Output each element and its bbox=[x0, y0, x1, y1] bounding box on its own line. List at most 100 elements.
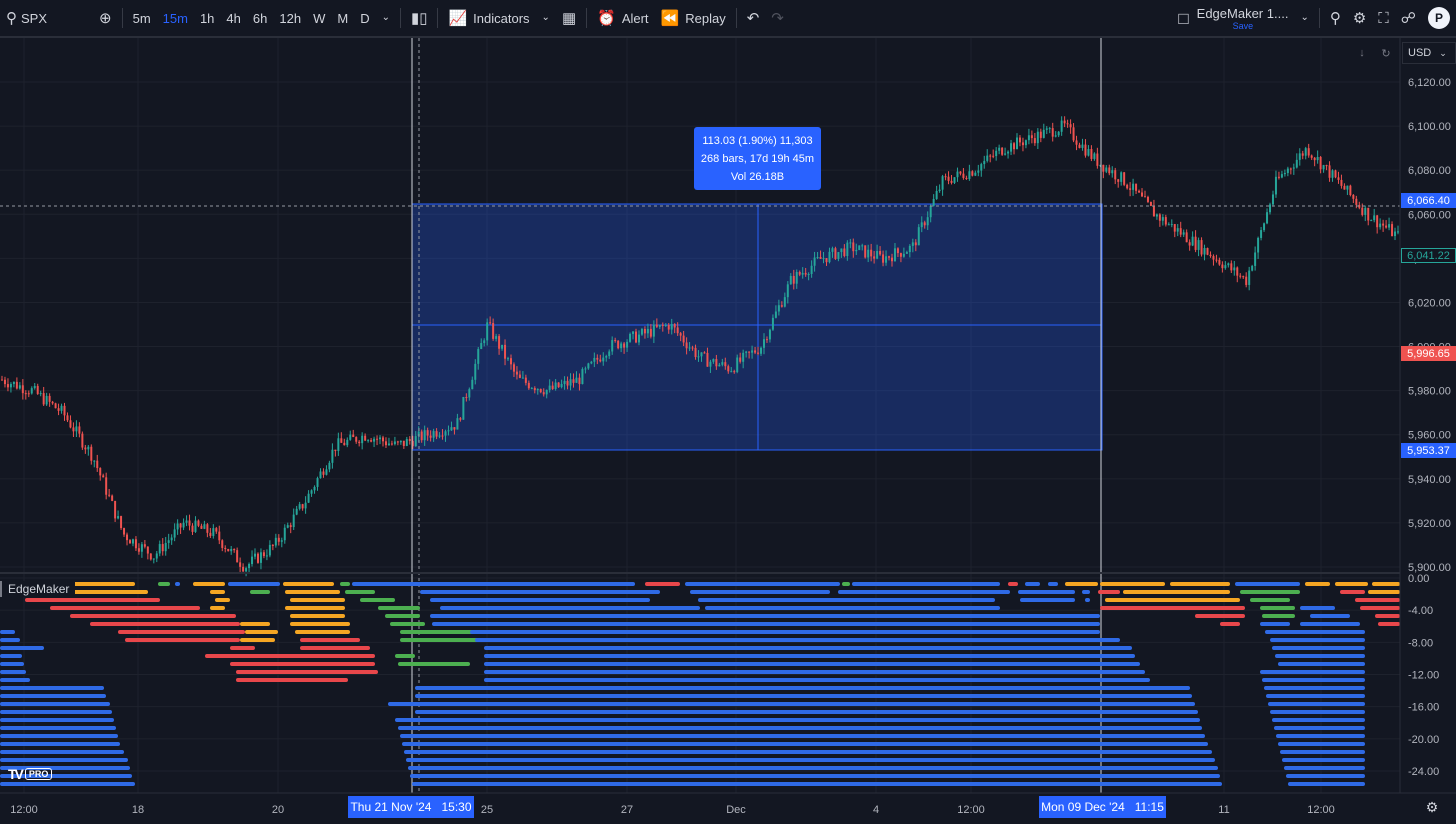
interval-dropdown[interactable]: ⌄ bbox=[376, 0, 396, 36]
interval-6h[interactable]: 6h bbox=[247, 0, 273, 36]
candle-body bbox=[893, 248, 896, 262]
candle-body bbox=[697, 356, 700, 358]
candle-body bbox=[563, 380, 566, 384]
candle-body bbox=[629, 333, 632, 342]
candle-body bbox=[774, 311, 777, 318]
candle-body bbox=[983, 160, 986, 165]
measure-range-box[interactable] bbox=[411, 203, 1103, 451]
settings-button[interactable]: ⚙ bbox=[1347, 0, 1372, 36]
indicator-bar bbox=[158, 582, 170, 586]
scroll-down-button[interactable]: ↓ bbox=[1352, 44, 1372, 62]
candle-body bbox=[441, 435, 444, 437]
indicator-axis[interactable]: 0.00 -4.00 -8.00 -12.00 -16.00 -20.00 -24.00 bbox=[1408, 573, 1439, 778]
candle-body bbox=[551, 385, 554, 390]
candle-body bbox=[861, 245, 864, 247]
indicator-legend[interactable]: EdgeMaker bbox=[0, 581, 76, 597]
candle-body bbox=[96, 460, 99, 469]
candle-body bbox=[1024, 140, 1027, 146]
candle-body bbox=[1310, 155, 1313, 158]
candle-body bbox=[358, 441, 361, 444]
replay-button[interactable]: ⏪ Replay bbox=[655, 0, 732, 36]
candle-body bbox=[688, 347, 691, 349]
interval-w[interactable]: W bbox=[307, 0, 331, 36]
candle-body bbox=[1132, 183, 1135, 190]
interval-12h[interactable]: 12h bbox=[273, 0, 307, 36]
candle-body bbox=[1257, 237, 1260, 253]
candle-body bbox=[977, 170, 980, 173]
indicator-bar bbox=[290, 614, 345, 618]
indicator-bar bbox=[25, 598, 160, 602]
candle-body bbox=[1048, 128, 1051, 130]
symbol-search[interactable]: ⚲ SPX bbox=[0, 0, 53, 36]
indicator-bar bbox=[0, 766, 130, 770]
indicator-bar bbox=[295, 630, 350, 634]
indicators-dropdown[interactable]: ⌄ bbox=[536, 0, 556, 36]
measure-volume: Vol 26.18B bbox=[730, 170, 785, 183]
indicator-bar bbox=[388, 702, 1195, 706]
indicators-button[interactable]: 📈 Indicators bbox=[442, 0, 535, 36]
interval-d[interactable]: D bbox=[354, 0, 375, 36]
indicator-bar bbox=[698, 598, 995, 602]
candle-body bbox=[1245, 276, 1248, 285]
avatar[interactable]: P bbox=[1428, 7, 1450, 29]
interval-m[interactable]: M bbox=[331, 0, 354, 36]
candle-body bbox=[57, 408, 60, 411]
alert-button[interactable]: ⏰ Alert bbox=[591, 0, 654, 36]
candle-body bbox=[1355, 198, 1358, 205]
candle-body bbox=[170, 537, 173, 541]
indicator-bar bbox=[1260, 622, 1290, 626]
quick-search-button[interactable]: ⚲ bbox=[1324, 0, 1347, 36]
refresh-icon: ↻ bbox=[1381, 47, 1391, 60]
time-axis-settings-button[interactable]: ⚙ bbox=[1424, 799, 1440, 815]
fullscreen-button[interactable]: ⛶ bbox=[1372, 0, 1395, 36]
candle-body bbox=[1120, 172, 1123, 182]
camera-icon: ☍ bbox=[1400, 9, 1416, 27]
compare-button[interactable]: ⊕ bbox=[93, 0, 118, 36]
layout-button[interactable]: □ EdgeMaker 1.... Save bbox=[1172, 0, 1294, 36]
candle-body bbox=[673, 323, 676, 328]
interval-5m[interactable]: 5m bbox=[127, 0, 157, 36]
reset-scale-button[interactable]: ↻ bbox=[1376, 44, 1396, 62]
candle-body bbox=[1286, 168, 1289, 173]
candle-body bbox=[492, 323, 495, 339]
candle-body bbox=[846, 242, 849, 257]
candle-body bbox=[9, 384, 12, 388]
indicator-bar bbox=[1262, 678, 1365, 682]
indicator-bar bbox=[90, 622, 240, 626]
candle-body bbox=[429, 435, 432, 438]
indicator-bar bbox=[1008, 582, 1018, 586]
candle-body bbox=[1051, 128, 1054, 137]
undo-button[interactable]: ↶ bbox=[741, 0, 766, 36]
candle-body bbox=[501, 344, 504, 349]
chart-type-button[interactable]: ▮▯ bbox=[405, 0, 434, 36]
layout-dropdown[interactable]: ⌄ bbox=[1294, 0, 1314, 36]
pro-badge: PRO bbox=[24, 768, 53, 780]
candle-body bbox=[179, 523, 182, 528]
indicator-bar bbox=[300, 638, 360, 642]
snapshot-button[interactable]: ☍ bbox=[1395, 0, 1422, 36]
candle-body bbox=[896, 248, 899, 254]
candle-body bbox=[1280, 174, 1283, 178]
time-axis[interactable]: 12:00 18 20 25 27 Dec 4 12:00 11 12:00 bbox=[10, 804, 1335, 816]
interval-4h[interactable]: 4h bbox=[220, 0, 246, 36]
indicator-bar bbox=[0, 702, 110, 706]
candle-body bbox=[1349, 185, 1352, 195]
candle-body bbox=[411, 440, 414, 447]
candle-body bbox=[1358, 204, 1361, 208]
candle-body bbox=[670, 323, 673, 330]
candle-body bbox=[920, 222, 923, 228]
interval-15m[interactable]: 15m bbox=[157, 0, 194, 36]
interval-1h[interactable]: 1h bbox=[194, 0, 220, 36]
redo-button[interactable]: ↷ bbox=[765, 0, 790, 36]
candle-body bbox=[885, 256, 888, 263]
price-axis[interactable]: 6,120.006,100.006,080.006,060.006,040.00… bbox=[1408, 77, 1451, 574]
candle-body bbox=[655, 324, 658, 327]
candle-body bbox=[521, 377, 524, 379]
candle-body bbox=[709, 361, 712, 367]
candle-body bbox=[459, 418, 462, 420]
templates-button[interactable]: ▦ bbox=[556, 0, 582, 36]
candle-body bbox=[664, 324, 667, 326]
indicator-bar bbox=[1260, 670, 1365, 674]
currency-selector[interactable]: USD ⌄ bbox=[1402, 42, 1456, 64]
candle-body bbox=[301, 504, 304, 509]
